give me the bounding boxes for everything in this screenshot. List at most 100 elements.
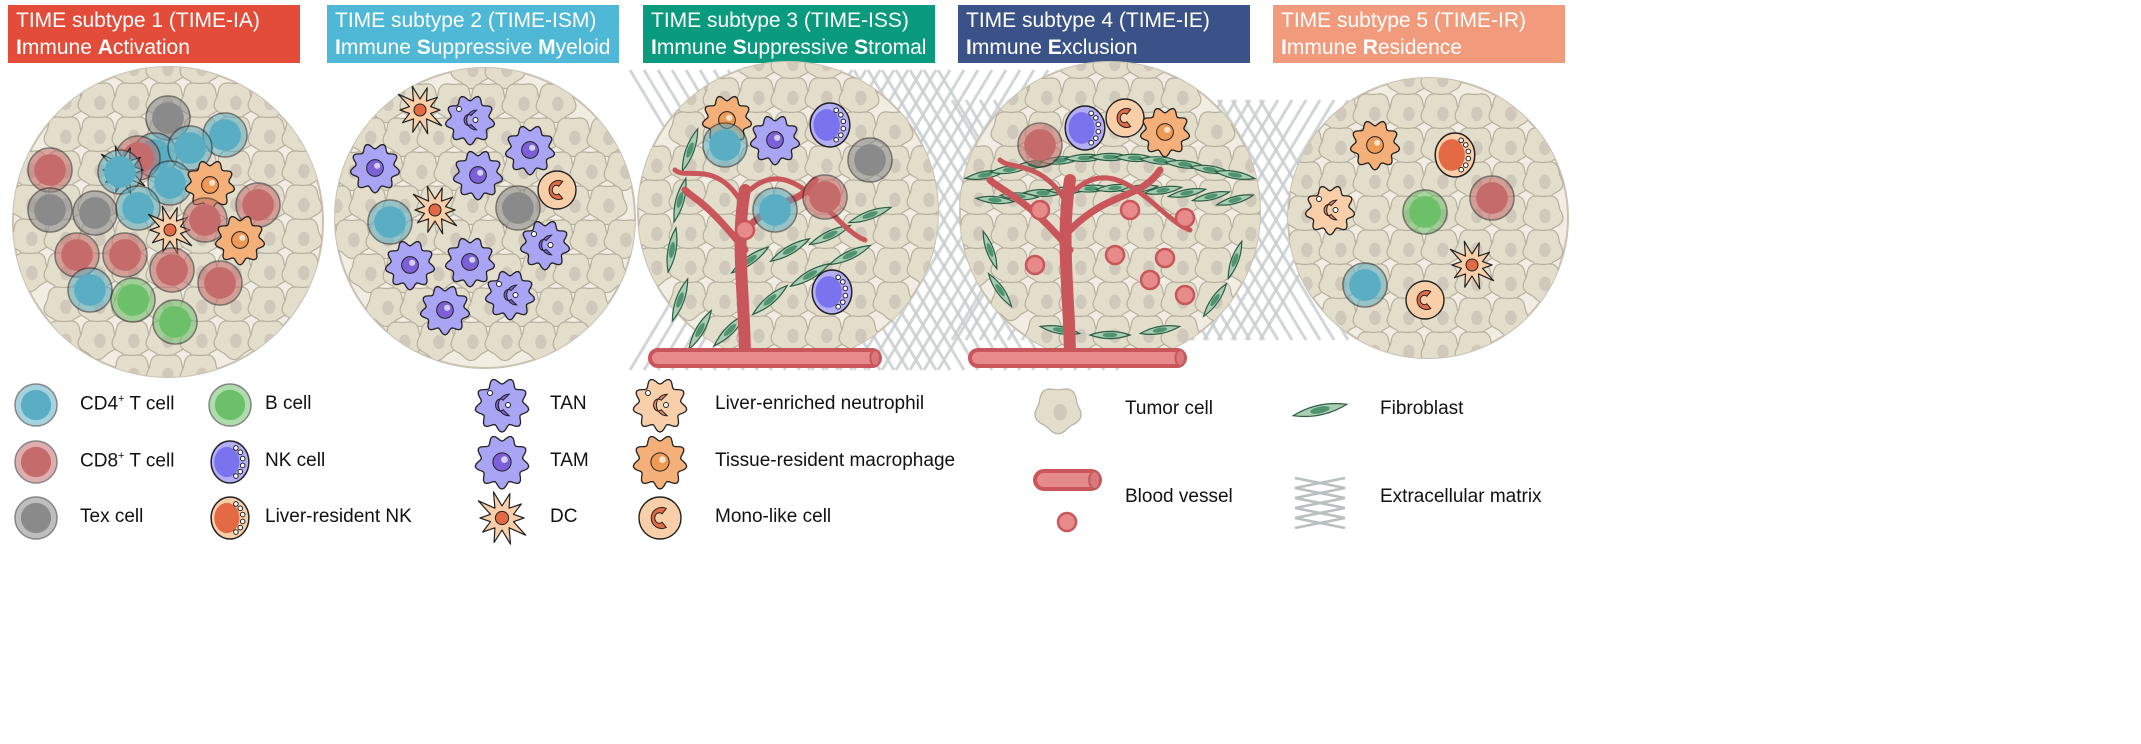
tumor-cell	[1024, 281, 1066, 322]
legend-label-tan: TAN	[550, 393, 587, 414]
tumor-cell	[702, 281, 744, 322]
tissue-resident-macrophage	[1349, 120, 1401, 171]
fibroblast	[847, 206, 893, 224]
panel-subtitle: Immune Residence	[1281, 36, 1462, 59]
tumor-cell	[638, 179, 676, 220]
blood-vessel	[648, 348, 882, 368]
tumor-cell	[770, 62, 812, 84]
tumor-cell	[872, 213, 914, 254]
liver-resident-nk-icon	[210, 496, 250, 540]
tam	[384, 240, 436, 291]
tan-icon	[474, 378, 530, 433]
panel-title: TIME subtype 2 (TIME-ISM)	[335, 9, 597, 32]
tumor-cell	[450, 321, 492, 362]
blood-vessel-icon	[1033, 469, 1102, 491]
tumor-cell	[990, 247, 1032, 288]
immune-cells-panel-2	[349, 85, 577, 336]
cd4-t-cell	[702, 122, 748, 168]
tumor-cell	[77, 82, 119, 123]
immune-cells-panel-4	[1017, 98, 1191, 168]
fibroblast	[1138, 325, 1182, 335]
tam-icon	[474, 435, 530, 490]
blood-vessel-drop-icon	[1056, 511, 1078, 533]
legend-label-tam: TAM	[550, 450, 589, 471]
tumor-cell	[281, 218, 323, 259]
tumor-cell	[247, 286, 289, 327]
panel-subtitle: Immune Suppressive Myeloid	[335, 36, 611, 59]
tumor-cell	[484, 321, 526, 362]
cd4-t-cell	[167, 125, 213, 171]
tumor-cell	[569, 151, 611, 192]
cd8-t-cell	[102, 232, 148, 278]
tumor-cell	[518, 321, 560, 362]
legend-label-ecm: Extracellular matrix	[1380, 486, 1542, 507]
tam	[452, 150, 504, 201]
blood-vessel	[1029, 199, 1051, 221]
fibroblast	[788, 262, 832, 288]
fibroblast-icon	[1291, 402, 1349, 418]
tam	[349, 143, 401, 194]
fibroblast	[808, 224, 852, 246]
panel-title: TIME subtype 1 (TIME-IA)	[16, 9, 260, 32]
tumor-cell	[1488, 229, 1530, 270]
cd8-t-cell	[27, 147, 73, 193]
tissue-resident-macrophage	[1139, 107, 1191, 158]
panel-title: TIME subtype 3 (TIME-ISS)	[651, 9, 909, 32]
tumor-cell	[668, 111, 710, 152]
immune-cells-panel-1	[27, 95, 281, 345]
tumor-cell	[145, 354, 187, 377]
tumor-cell	[145, 67, 187, 89]
tumor-cell	[1318, 127, 1360, 168]
tam	[749, 115, 801, 166]
tex-cell	[495, 185, 541, 231]
fibroblast	[666, 226, 678, 274]
legend-label-cd4: CD4+ T cell	[80, 393, 175, 415]
tam	[504, 125, 556, 176]
tumor-cell	[1024, 77, 1066, 118]
cd8-t-cell	[1017, 122, 1063, 168]
tumor-cell	[399, 151, 441, 192]
panel-header-5: TIME subtype 5 (TIME-IR) Immune Residence	[1273, 5, 1565, 63]
tex-cell	[27, 187, 73, 233]
tumor-cell	[569, 219, 611, 260]
b-cell	[1402, 189, 1448, 235]
fibroblast	[1166, 188, 1208, 198]
cd4-t-cell-icon	[14, 383, 58, 427]
tex-cell-icon	[14, 496, 58, 540]
liver-enriched-neutrophil-icon	[632, 378, 688, 433]
tumor-cell	[281, 184, 323, 225]
tumor-cell	[1288, 229, 1326, 270]
legend-label-cd8: CD8+ T cell	[80, 450, 175, 472]
nk-cell	[809, 102, 851, 148]
fibroblast	[687, 308, 713, 352]
legend-label-dc: DC	[550, 506, 578, 527]
fibroblast	[768, 237, 812, 263]
tumor-cell	[1488, 127, 1530, 168]
tumor-cell	[1194, 247, 1236, 288]
tumor-cell	[1522, 161, 1564, 202]
tumor-cell	[1160, 77, 1202, 118]
tumor-cell	[770, 77, 812, 118]
tumor-panel-2	[334, 67, 636, 369]
tam	[419, 285, 471, 336]
dc	[397, 85, 443, 135]
liver-enriched-neutrophil	[1304, 185, 1356, 236]
tumor-cell	[872, 247, 914, 288]
fibroblast	[1227, 239, 1243, 281]
tan	[484, 270, 536, 321]
dc-icon	[477, 491, 527, 545]
legend-label-tumor: Tumor cell	[1125, 398, 1213, 419]
fibroblast	[671, 277, 689, 323]
panel-subtitle: Immune Exclusion	[966, 36, 1138, 59]
cd4-t-cell	[367, 199, 413, 245]
tex-cell	[847, 137, 893, 183]
blood-vessel-branches	[986, 157, 1193, 366]
legend-label-len: Liver-enriched neutrophil	[715, 393, 925, 414]
tumor-cell	[535, 287, 577, 328]
cd8-t-cell-icon	[14, 440, 58, 484]
fibroblast	[1214, 194, 1256, 206]
mono-like-cell	[537, 170, 577, 210]
tumor-cell	[668, 213, 710, 254]
legend-label-vessel: Blood vessel	[1125, 486, 1233, 507]
tumor-cell	[450, 68, 492, 90]
